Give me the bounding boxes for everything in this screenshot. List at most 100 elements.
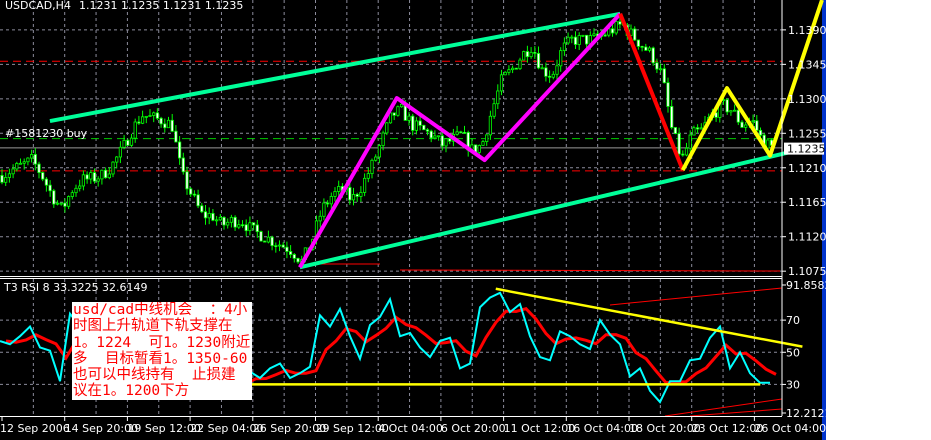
- candle-body: [85, 174, 89, 180]
- candle-body: [418, 120, 422, 126]
- candle-body: [366, 173, 370, 179]
- candle-body: [481, 141, 485, 146]
- down-leg-trendline[interactable]: [618, 13, 685, 171]
- candle-body: [166, 119, 171, 129]
- candle-body: [396, 106, 400, 116]
- note-line: 也可以中线持有 止损建: [73, 367, 236, 384]
- time-tick-label: 18 Oct 20:00: [629, 422, 701, 435]
- candle-body: [385, 122, 389, 134]
- candle-body: [636, 39, 641, 47]
- candle-body: [699, 127, 703, 130]
- candle-body: [374, 156, 378, 161]
- note-line: 时图上升轨道下轨支撑在: [73, 318, 233, 335]
- candle-body: [488, 115, 493, 136]
- candle-body: [407, 115, 411, 121]
- candle-body: [67, 196, 71, 207]
- time-tick-label: 26 Oct 04:00: [754, 422, 826, 435]
- candle-body: [70, 192, 74, 197]
- candle-body: [577, 35, 581, 45]
- note-line: 多 目标暂看1。1350-60: [73, 350, 248, 367]
- lower-channel-trendline[interactable]: [299, 142, 822, 270]
- candle-body: [222, 216, 226, 226]
- candle-body: [270, 236, 274, 247]
- candle-body: [59, 202, 63, 205]
- time-tick-label: 19 Sep 12:00: [127, 422, 200, 435]
- candle-body: [459, 131, 463, 134]
- time-tick-label: 12 Sep 2006: [0, 422, 70, 435]
- rsi-tick-label: 12.2121: [786, 407, 832, 420]
- candle-body: [214, 219, 219, 222]
- candle-body: [525, 51, 530, 58]
- candle-body: [29, 154, 34, 159]
- candle-body: [644, 46, 648, 51]
- window-border: [822, 0, 826, 440]
- candle-body: [133, 121, 137, 139]
- candle-body: [592, 33, 596, 36]
- candle-body: [566, 36, 570, 44]
- candle-body: [244, 224, 248, 232]
- candle-body: [203, 211, 208, 219]
- rsi-tick-label: 91.8582: [786, 279, 832, 292]
- candle-body: [137, 121, 141, 124]
- candle-body: [766, 139, 770, 149]
- candle-body: [503, 71, 507, 76]
- candle-body: [462, 132, 467, 134]
- candle-body: [499, 74, 504, 92]
- candle-body: [185, 171, 189, 190]
- candle-body: [684, 147, 689, 156]
- rsi-trendline[interactable]: [495, 287, 803, 348]
- candle-body: [581, 34, 585, 37]
- candle-body: [104, 169, 108, 179]
- candle-body: [414, 120, 419, 131]
- candle-body: [337, 186, 341, 192]
- candle-body: [570, 36, 574, 39]
- candle-body: [392, 112, 396, 116]
- candle-body: [115, 156, 119, 163]
- candle-body: [348, 187, 352, 201]
- candle-body: [455, 131, 459, 135]
- candle-body: [111, 161, 115, 175]
- candle-body: [52, 190, 56, 205]
- candle-body: [78, 185, 82, 189]
- candle-body: [18, 162, 23, 165]
- upper-channel-trendline[interactable]: [49, 11, 621, 123]
- candle-body: [551, 73, 555, 78]
- time-tick-label: 23 Oct 12:00: [692, 422, 764, 435]
- candle-body: [640, 45, 644, 48]
- note-line: usd/cad中线机会 ：4小: [73, 302, 248, 318]
- candle-body: [655, 62, 659, 70]
- projection-trendline[interactable]: [680, 0, 824, 172]
- price-tick-label: 1.1300: [788, 93, 827, 106]
- time-tick-label: 26 Sep 20:00: [253, 422, 326, 435]
- rsi-tick-label: 30: [786, 378, 800, 391]
- trendlines[interactable]: [49, 0, 824, 386]
- candle-body: [263, 240, 267, 243]
- note-line: 1。1224 可1。1230附近: [73, 334, 251, 351]
- candle-body: [11, 168, 15, 175]
- candle-body: [126, 139, 130, 146]
- candle-body: [118, 146, 122, 158]
- candle-body: [274, 245, 278, 248]
- candle-body: [26, 157, 30, 163]
- candle-body: [144, 115, 148, 118]
- candle-body: [670, 106, 674, 128]
- candle-body: [288, 251, 293, 255]
- candle-body: [651, 47, 655, 64]
- candle-body: [370, 159, 374, 175]
- candle-body: [322, 202, 326, 217]
- price-tick-label: 1.1165: [788, 196, 827, 209]
- zigzag-up-trendline[interactable]: [298, 12, 622, 269]
- candle-body: [381, 132, 385, 146]
- candle-body: [240, 224, 245, 227]
- candle-body: [725, 99, 729, 113]
- current-price-label: 1.1235: [787, 143, 826, 156]
- candle-body: [107, 173, 111, 179]
- candle-body: [155, 112, 159, 119]
- candle-body: [399, 103, 404, 108]
- candle-body: [7, 173, 11, 178]
- candle-body: [585, 34, 589, 45]
- candle-body: [518, 59, 522, 70]
- price-tick-label: 1.1120: [788, 231, 827, 244]
- candle-body: [163, 123, 167, 129]
- candle-body: [673, 127, 678, 134]
